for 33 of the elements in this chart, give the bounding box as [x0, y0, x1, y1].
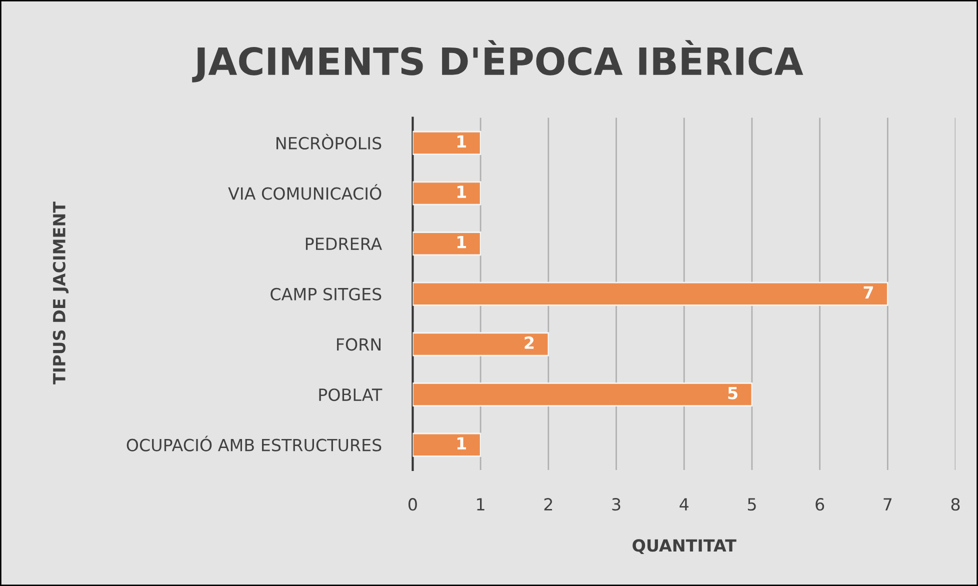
data-label: 1 — [457, 437, 466, 450]
x-tick-label: 1 — [477, 498, 484, 510]
y-tick-label: CAMP SITGES — [270, 288, 382, 300]
bar — [412, 382, 753, 407]
y-tick-label: FORN — [337, 338, 381, 351]
x-axis-title: QUANTITAT — [632, 539, 736, 554]
x-tick-label: 7 — [884, 498, 892, 510]
y-tick-label: POBLAT — [319, 388, 382, 402]
data-label: 1 — [457, 186, 466, 198]
x-tick-label: 3 — [612, 498, 620, 511]
bar — [412, 332, 550, 356]
y-tick-label: NECRÒPOLIS — [276, 134, 382, 150]
y-tick-label: VIA COMUNICACIÓ — [228, 184, 382, 200]
data-label: 2 — [524, 336, 534, 349]
y-tick-label: OCUPACIÓ AMB ESTRUCTURES — [126, 436, 382, 452]
x-tick-label: 0 — [408, 498, 417, 511]
y-tick-label: PEDRERA — [306, 238, 382, 250]
x-tick-label: 5 — [748, 498, 756, 511]
data-label: 7 — [864, 286, 873, 298]
x-tick-label: 4 — [680, 498, 688, 510]
bar — [412, 181, 482, 206]
y-axis-title: TIPUS DE JACIMENT — [52, 202, 69, 384]
data-label: 1 — [457, 135, 466, 148]
bar — [412, 232, 482, 256]
x-tick-label: 6 — [816, 498, 824, 511]
bar — [412, 432, 482, 457]
x-tick-label: 2 — [544, 498, 552, 510]
bar — [412, 282, 888, 306]
x-tick-label: 8 — [951, 498, 960, 511]
bar — [412, 130, 482, 155]
chart-title: JACIMENTS D'ÈPOCA IBÈRICA — [192, 40, 804, 82]
data-label: 1 — [457, 236, 466, 248]
data-label: 5 — [728, 386, 738, 400]
